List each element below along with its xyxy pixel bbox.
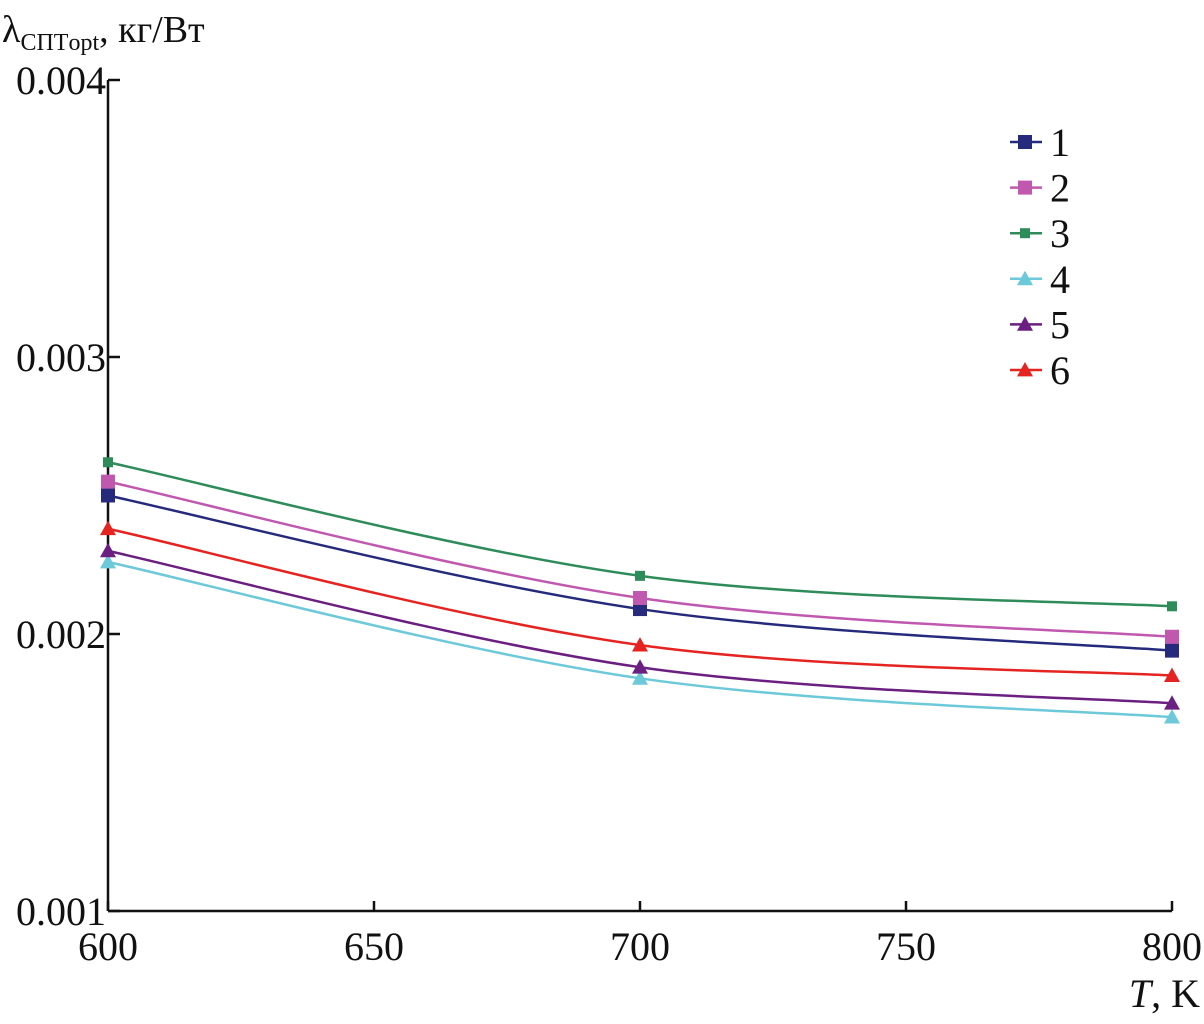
x-tick-label: 600	[78, 924, 138, 969]
y-axis-label-subscript: СПТopt	[20, 30, 99, 56]
y-tick-label: 0.001	[16, 889, 106, 934]
legend-label: 4	[1050, 257, 1070, 302]
data-point	[632, 637, 648, 652]
legend-label: 5	[1050, 302, 1070, 347]
y-axis-label-symbol: λ	[2, 9, 21, 51]
legend-item-6: 6	[1010, 348, 1070, 393]
legend-marker	[1017, 316, 1033, 331]
y-tick-label: 0.004	[16, 58, 106, 103]
axes	[106, 80, 1172, 913]
y-tick-label: 0.003	[16, 335, 106, 380]
legend-marker	[1018, 135, 1032, 149]
x-tick-label: 650	[344, 924, 404, 969]
x-tick-label: 800	[1142, 924, 1202, 969]
legend-marker	[1017, 362, 1033, 377]
x-axis-label: T, K	[1129, 971, 1200, 1016]
series-4	[100, 553, 1180, 724]
series-6	[100, 520, 1180, 682]
legend-item-3: 3	[1010, 211, 1070, 256]
data-point	[1165, 643, 1179, 658]
series-5	[100, 542, 1180, 710]
ticks: 600 650 700 750 800 0.001 0.002 0.003 0.004	[16, 58, 1202, 969]
series-1	[101, 488, 1179, 658]
y-axis-label-unit: , кг/Вт	[99, 9, 205, 51]
series-line-3	[107, 461, 1173, 608]
series	[100, 457, 1180, 724]
data-point	[1165, 629, 1179, 644]
legend-label: 1	[1050, 120, 1070, 165]
x-axis-label-var: T	[1129, 971, 1154, 1016]
y-tick-label: 0.002	[16, 612, 106, 657]
data-point	[101, 488, 115, 503]
legend-label: 2	[1050, 166, 1070, 211]
data-point	[632, 670, 648, 685]
y-axis-label: λСПТopt, кг/Вт	[2, 9, 205, 56]
legend-item-1: 1	[1010, 120, 1070, 165]
series-3	[103, 457, 1177, 612]
x-axis-label-unit: , K	[1151, 971, 1200, 1016]
data-point	[103, 457, 113, 468]
data-point	[1167, 601, 1177, 612]
x-tick-label: 750	[876, 924, 936, 969]
legend-label: 3	[1050, 211, 1070, 256]
data-point	[101, 474, 115, 489]
legend-item-2: 2	[1010, 166, 1070, 211]
data-point	[1164, 709, 1180, 724]
data-point	[1164, 667, 1180, 682]
legend-item-4: 4	[1010, 257, 1070, 302]
data-point	[1164, 695, 1180, 710]
data-point	[632, 659, 648, 674]
legend-item-5: 5	[1010, 302, 1070, 347]
data-point	[100, 542, 116, 558]
legend-marker	[1020, 228, 1030, 239]
legend-label: 6	[1050, 348, 1070, 393]
data-point	[635, 570, 645, 581]
legend-marker	[1017, 270, 1033, 286]
series-2	[101, 474, 1179, 644]
data-point	[100, 520, 116, 536]
data-point	[633, 602, 647, 617]
legend-marker	[1018, 180, 1032, 195]
data-point	[633, 590, 647, 605]
data-point	[100, 553, 116, 569]
x-tick-label: 700	[610, 924, 670, 969]
